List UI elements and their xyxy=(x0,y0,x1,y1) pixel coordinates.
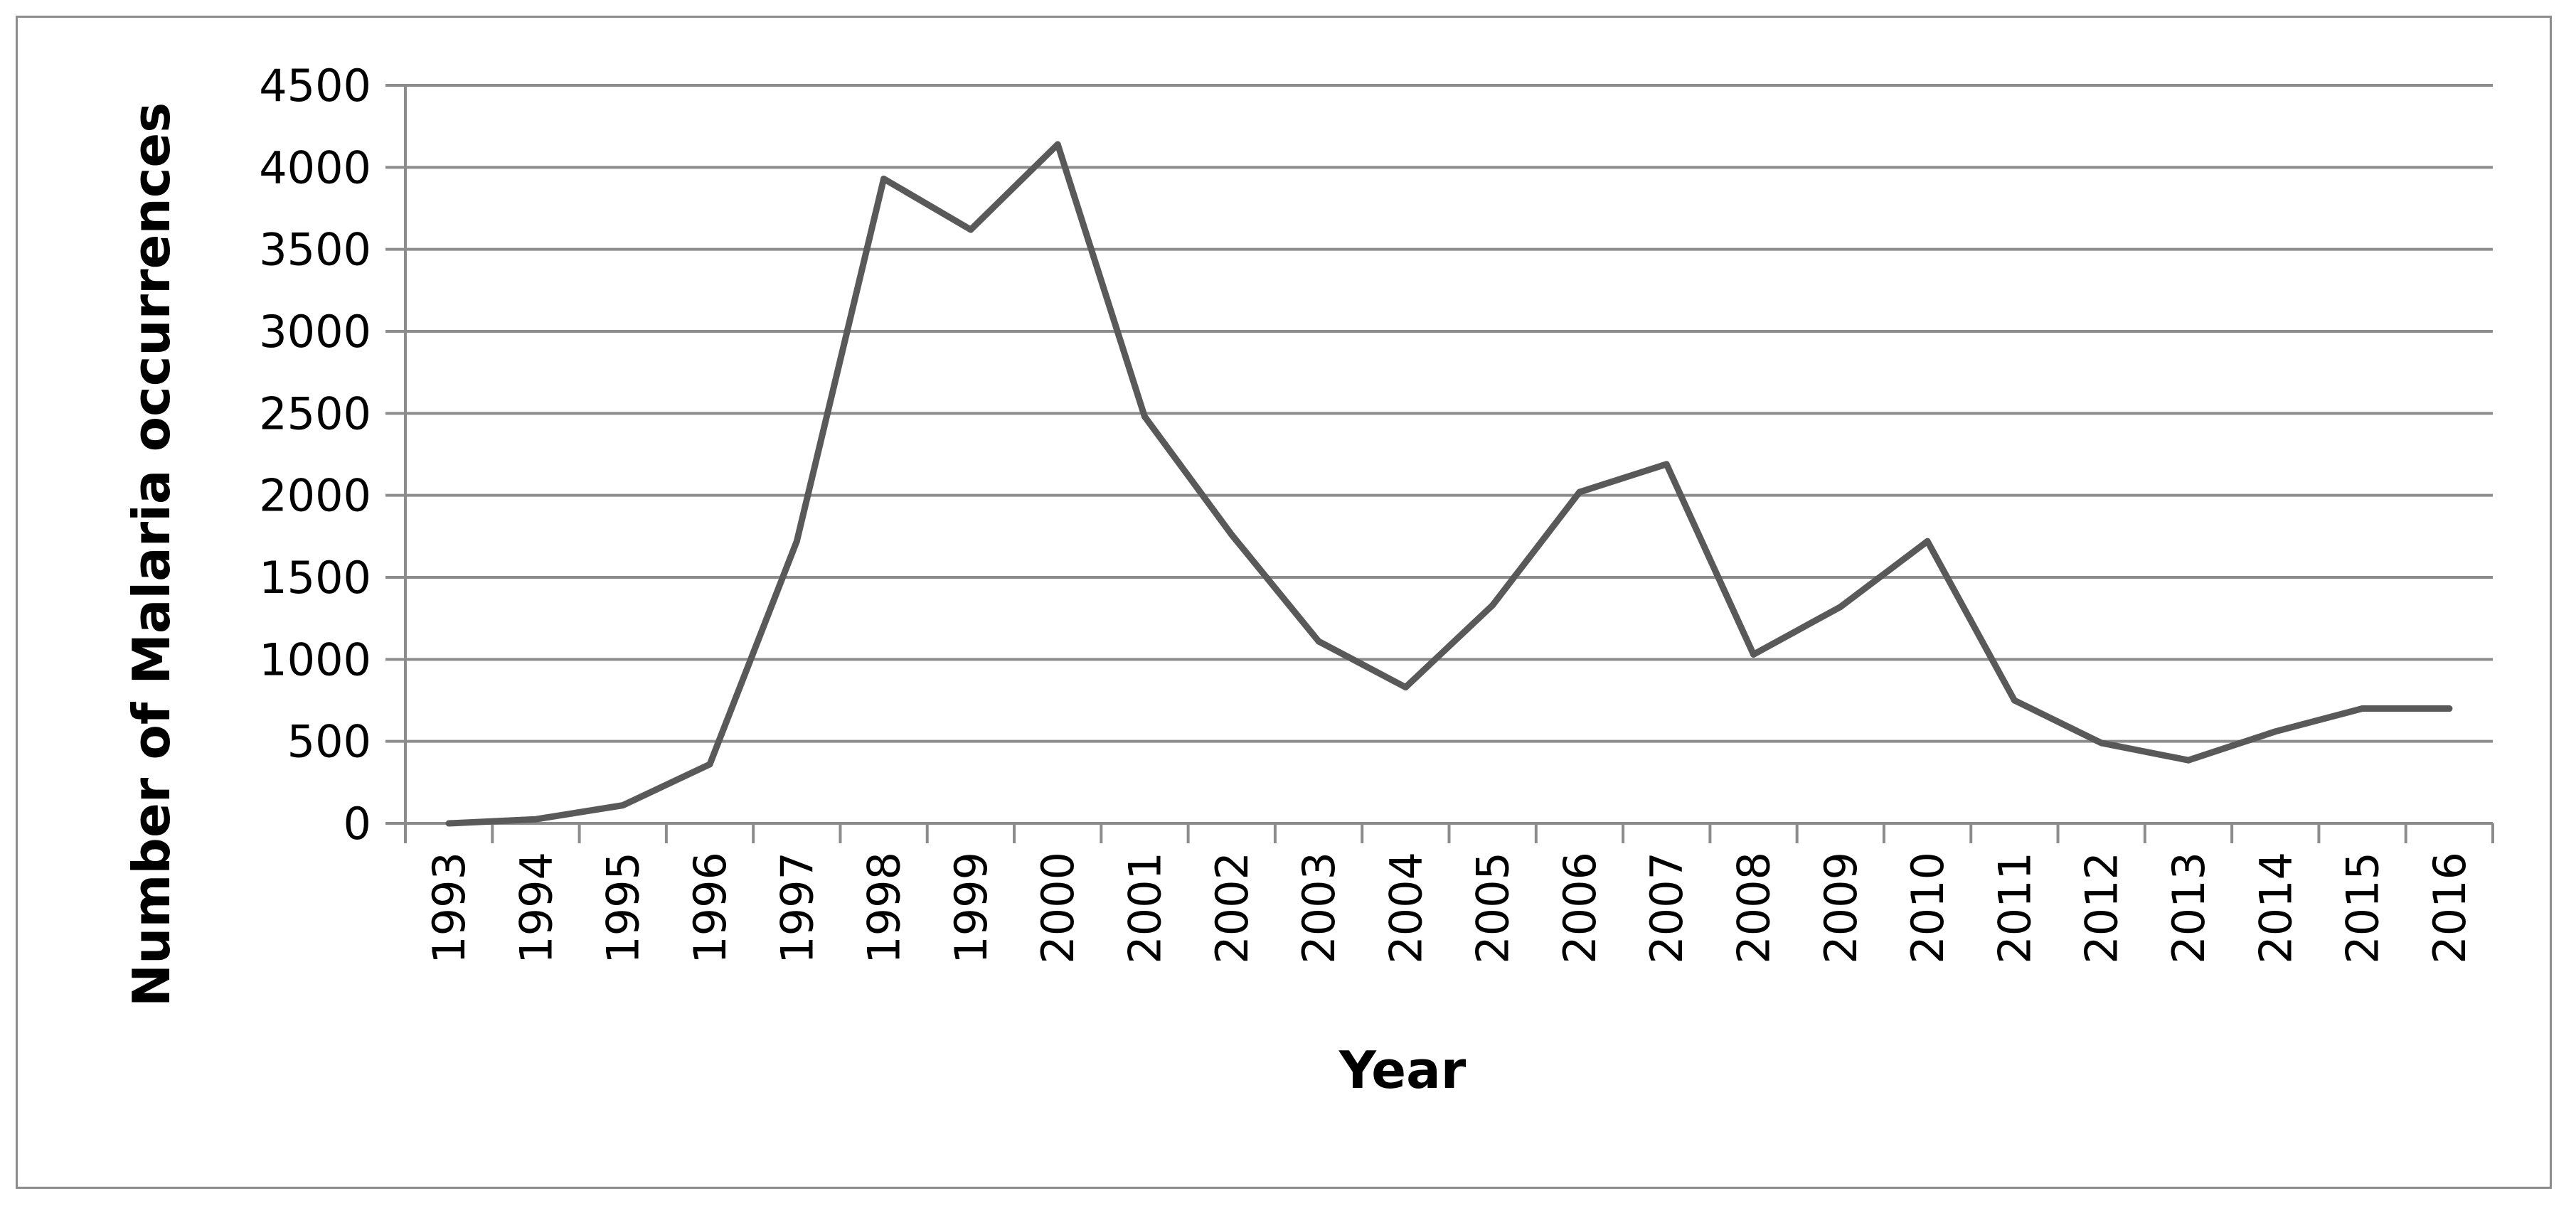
y-tick-label: 4500 xyxy=(259,60,371,112)
data-point-2011 xyxy=(2011,697,2018,704)
data-point-1996 xyxy=(706,761,713,768)
x-tick-label: 2007 xyxy=(1641,852,1693,964)
data-point-2005 xyxy=(1489,602,1496,609)
x-tick-label: 2004 xyxy=(1380,852,1432,964)
x-tick-label: 2000 xyxy=(1032,852,1084,964)
data-point-2016 xyxy=(2446,705,2453,712)
data-point-1995 xyxy=(619,802,627,809)
x-tick-label: 2010 xyxy=(1902,852,1954,964)
x-tick-label: 1997 xyxy=(771,852,823,964)
x-tick-label: 2005 xyxy=(1467,852,1519,964)
data-point-1994 xyxy=(532,816,539,823)
data-point-2010 xyxy=(1924,538,1931,545)
y-tick-labels: 0 500 1000 1500 2000 2500 3000 3500 4000 4500 xyxy=(259,60,371,850)
x-tick-label: 2011 xyxy=(1989,852,2040,964)
y-tick-label: 4000 xyxy=(259,141,371,193)
y-tick-label: 2500 xyxy=(259,388,371,439)
data-point-1998 xyxy=(880,175,888,182)
y-tick-label: 1000 xyxy=(259,634,371,685)
y-axis-title: Number of Malaria occurrences xyxy=(122,102,181,1007)
x-tick-label: 1996 xyxy=(684,852,736,964)
x-tick-label: 2014 xyxy=(2250,852,2301,964)
x-tick-label: 2006 xyxy=(1554,852,1606,964)
x-tick-label: 2016 xyxy=(2424,852,2476,964)
data-point-1997 xyxy=(793,538,800,545)
data-point-2004 xyxy=(1402,684,1409,691)
y-tick-label: 0 xyxy=(344,798,371,850)
data-point-2007 xyxy=(1663,461,1670,468)
data-point-2015 xyxy=(2359,705,2366,712)
data-point-2012 xyxy=(2098,739,2105,747)
data-point-2006 xyxy=(1576,488,1583,496)
data-point-2014 xyxy=(2272,728,2279,735)
x-tick-label: 2012 xyxy=(2076,852,2128,964)
data-point-2001 xyxy=(1141,413,1148,420)
data-point-2000 xyxy=(1054,141,1061,148)
x-tick-label: 2001 xyxy=(1119,852,1171,964)
series-layer xyxy=(445,141,2453,827)
y-tick-label: 3000 xyxy=(259,306,371,358)
x-tick-labels: 1993 1994 1995 1996 1997 1998 1999 2000 2001 2002… xyxy=(423,852,2476,964)
y-tick-label: 2000 xyxy=(259,470,371,522)
axes xyxy=(385,84,2494,843)
y-tick-label: 1500 xyxy=(259,552,371,604)
x-tick-label: 2003 xyxy=(1293,852,1345,964)
x-tick-label: 2009 xyxy=(1815,852,1867,964)
x-tick-label: 2002 xyxy=(1206,852,1258,964)
x-tick-label: 1995 xyxy=(597,852,649,964)
x-tick-label: 1998 xyxy=(858,852,910,964)
data-point-2009 xyxy=(1837,604,1844,611)
data-point-2008 xyxy=(1750,651,1757,658)
x-axis-title: Year xyxy=(1338,1040,1467,1100)
data-point-2003 xyxy=(1315,638,1322,645)
data-point-1999 xyxy=(967,226,974,233)
x-tick-label: 1993 xyxy=(423,852,475,964)
y-tick-label: 3500 xyxy=(259,224,371,276)
data-point-1993 xyxy=(445,820,452,827)
data-point-2002 xyxy=(1228,531,1235,538)
y-tick-label: 500 xyxy=(287,716,371,768)
x-tick-label: 1994 xyxy=(510,852,562,964)
series-line xyxy=(445,141,2453,827)
x-tick-label: 1999 xyxy=(945,852,997,964)
x-tick-label: 2013 xyxy=(2163,852,2215,964)
x-tick-label: 2008 xyxy=(1728,852,1780,964)
x-tick-label: 2015 xyxy=(2337,852,2389,964)
data-point-2013 xyxy=(2185,757,2192,764)
